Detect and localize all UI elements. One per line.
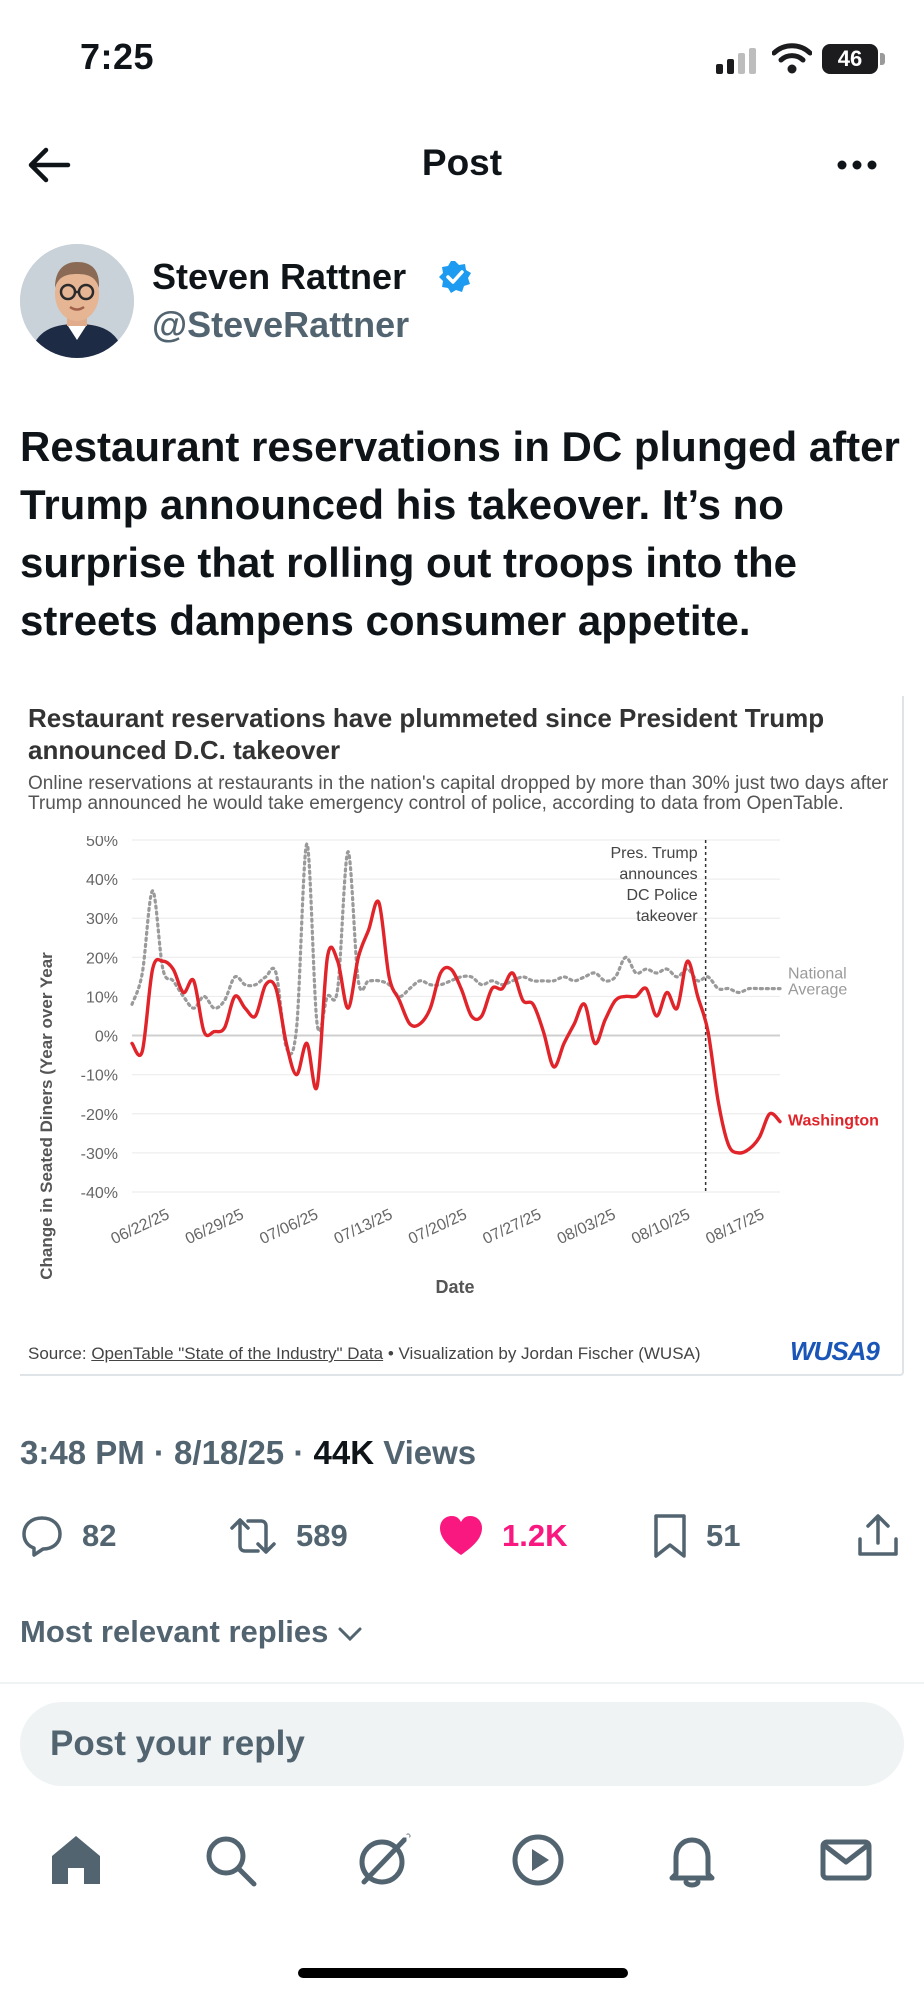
x-tick-label: 06/22/25: [109, 1206, 173, 1248]
home-indicator: [298, 1968, 628, 1978]
author-handle[interactable]: @SteveRattner: [152, 304, 410, 345]
wifi-icon: [772, 43, 812, 74]
chevron-down-icon: [338, 1627, 362, 1641]
series-lines: [130, 842, 782, 1155]
x-tick-label: 07/13/25: [332, 1206, 396, 1248]
tweet-text: Restaurant reservations in DC plunged af…: [20, 423, 900, 644]
action-bar: 82 589 1.2K 51: [0, 1506, 924, 1566]
chart-subtitle: Online reservations at restaurants in th…: [28, 773, 889, 814]
messages-envelope-icon[interactable]: [816, 1830, 876, 1890]
y-tick-label: 30%: [86, 911, 118, 928]
x-tick-label: 08/03/25: [555, 1206, 619, 1248]
author-name[interactable]: Steven Rattner: [152, 256, 407, 297]
reply-input[interactable]: Post your reply: [20, 1702, 904, 1786]
home-icon[interactable]: [46, 1830, 106, 1890]
replies-sort-label: Most relevant replies: [20, 1614, 329, 1649]
y-tick-label: -40%: [81, 1185, 118, 1202]
video-icon[interactable]: [508, 1830, 568, 1890]
reply-button[interactable]: 82: [20, 1506, 116, 1566]
back-arrow-icon[interactable]: [24, 140, 74, 190]
x-tick-labels: 06/22/25 06/29/25 07/06/25 07/13/25 07/20/25…: [109, 1206, 768, 1248]
source-suffix: • Visualization by Jordan Fischer (WUSA): [383, 1344, 701, 1363]
annotation-line: Pres. Trump: [610, 845, 697, 862]
heart-icon: [440, 1516, 482, 1555]
series-line-national-average: [130, 842, 782, 1056]
x-tick-label: 08/17/25: [703, 1206, 767, 1248]
y-axis-label: Change in Seated Diners (Year over Year: [37, 952, 56, 1280]
wusa9-logo: WUSA9: [790, 1336, 880, 1366]
avatar-portrait: [20, 244, 134, 358]
chart-image[interactable]: Restaurant reservations have plummeted s…: [20, 696, 904, 1376]
views-count: 44K: [313, 1434, 375, 1471]
annotation-line: DC Police: [626, 887, 697, 904]
post-meta: 3:48 PM · 8/18/25 · 44K Views: [20, 1434, 476, 1472]
y-tick-label: 50%: [86, 836, 118, 850]
status-time: 7:25: [80, 36, 155, 77]
verified-badge-icon: [439, 261, 471, 293]
replies-sort-dropdown[interactable]: Most relevant replies: [20, 1614, 363, 1650]
x-tick-label: 07/06/25: [257, 1206, 321, 1248]
status-bar: 7:25 46: [0, 0, 924, 110]
page-title: Post: [421, 142, 503, 183]
source-link: OpenTable "State of the Industry" Data: [91, 1344, 384, 1363]
reply-icon: [22, 1516, 62, 1557]
chart-source: Source: OpenTable "State of the Industry…: [28, 1344, 701, 1364]
share-button[interactable]: [856, 1506, 900, 1566]
line-chart: 50% 40% 30% 20% 10% 0% -10% -20% -30% -40% 06/22/…: [37, 836, 879, 1297]
search-icon[interactable]: [200, 1830, 260, 1890]
source-prefix: Source:: [28, 1344, 92, 1363]
series-label-washington: Washington: [788, 1113, 879, 1130]
series-label-national-average: Average: [788, 982, 847, 999]
y-tick-label: 40%: [86, 872, 118, 889]
share-icon: [858, 1514, 898, 1556]
chart-gridlines: [132, 839, 780, 1193]
divider: [0, 1682, 924, 1684]
y-tick-label: -10%: [81, 1068, 118, 1085]
repost-button[interactable]: 589: [228, 1506, 348, 1566]
battery-indicator: 46: [822, 44, 878, 74]
reply-placeholder: Post your reply: [50, 1724, 305, 1763]
bookmark-button[interactable]: 51: [652, 1506, 740, 1566]
x-tick-label: 07/20/25: [406, 1206, 470, 1248]
bookmark-icon: [654, 1514, 686, 1558]
x-tick-label: 06/29/25: [183, 1206, 247, 1248]
y-tick-label: -30%: [81, 1146, 118, 1163]
reply-count: 82: [82, 1518, 117, 1553]
battery-cap: [880, 53, 885, 65]
y-tick-labels: 50% 40% 30% 20% 10% 0% -10% -20% -30% -40%: [81, 836, 118, 1202]
repost-count: 589: [296, 1518, 348, 1553]
post-timestamp: 3:48 PM · 8/18/25 ·: [20, 1434, 314, 1471]
bookmark-count: 51: [706, 1518, 741, 1553]
series-label-national-average: National: [788, 966, 847, 983]
y-tick-label: -20%: [81, 1107, 118, 1124]
views-label: Views: [374, 1434, 477, 1471]
repost-icon: [230, 1518, 276, 1554]
cellular-signal-icon: [716, 48, 756, 74]
grok-icon[interactable]: [354, 1830, 414, 1890]
post-header: Post: [0, 118, 924, 208]
event-annotation: Pres. Trump announces DC Police takeover: [610, 845, 698, 925]
annotation-line: takeover: [636, 908, 698, 925]
x-tick-label: 07/27/25: [480, 1206, 544, 1248]
like-button[interactable]: 1.2K: [438, 1506, 567, 1566]
x-axis-label: Date: [435, 1277, 474, 1297]
y-tick-label: 0%: [95, 1029, 118, 1046]
chart-title: Restaurant reservations have plummeted s…: [28, 703, 825, 765]
y-tick-label: 10%: [86, 989, 118, 1006]
avatar[interactable]: [20, 244, 134, 358]
series-line-washington: [130, 899, 782, 1155]
annotation-line: announces: [619, 866, 697, 883]
more-options-icon[interactable]: [832, 140, 882, 190]
bottom-tab-bar: [0, 1830, 924, 1910]
x-tick-label: 08/10/25: [629, 1206, 693, 1248]
like-count: 1.2K: [502, 1518, 568, 1553]
notifications-bell-icon[interactable]: [662, 1830, 722, 1890]
y-tick-label: 20%: [86, 950, 118, 967]
